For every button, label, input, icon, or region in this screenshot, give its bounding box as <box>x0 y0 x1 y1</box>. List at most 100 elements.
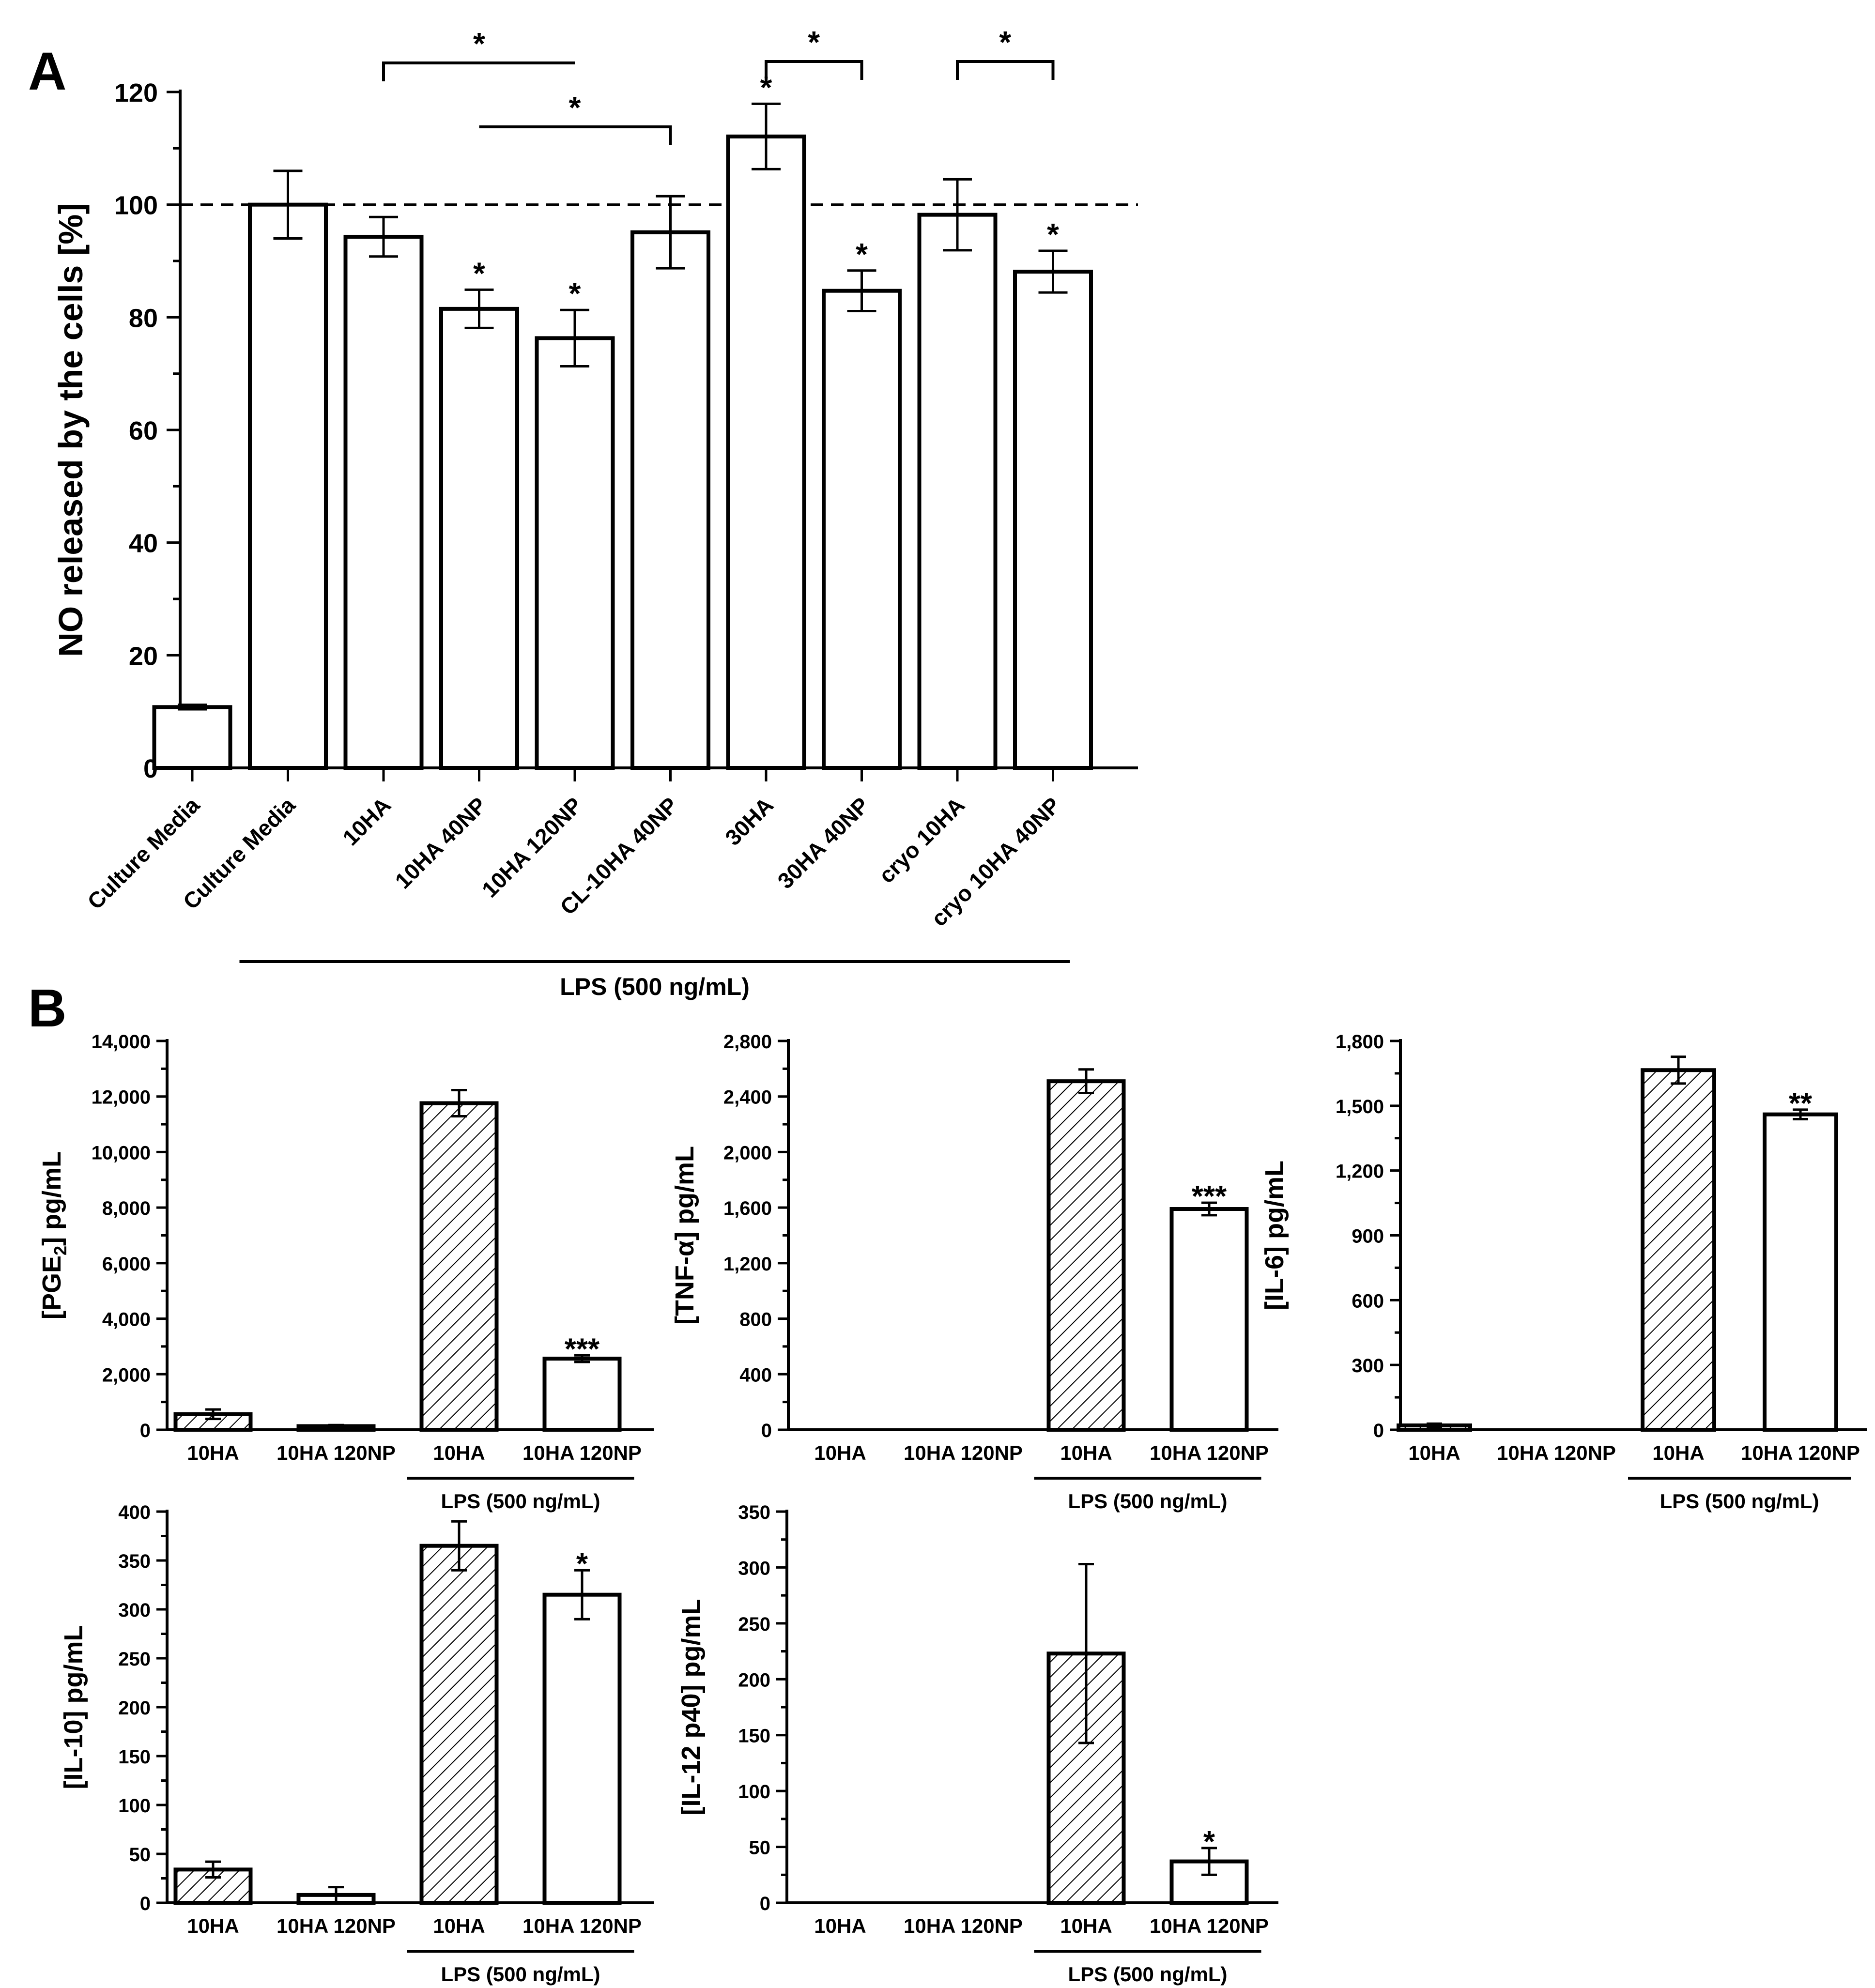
x-tick-label: cryo 10HA <box>874 792 969 888</box>
significance-label: ** <box>1789 1087 1813 1120</box>
error-bar <box>328 1886 344 1904</box>
x-tick-label: 10HA 120NP <box>904 1441 1023 1464</box>
error-bar <box>1201 1847 1217 1876</box>
x-tick-label: 10HA 40NP <box>390 792 491 893</box>
x-tick-label: 30HA <box>720 792 778 850</box>
error-bar <box>273 169 303 240</box>
y-tick-label: 14,000 <box>92 1031 151 1053</box>
x-tick-label: 10HA <box>814 1441 866 1464</box>
bar <box>542 1592 622 1905</box>
lps-group-label: LPS (500 ng/mL) <box>1068 1490 1227 1513</box>
y-tick-label: 400 <box>739 1364 772 1386</box>
chart-il12: 0 50 100 150 200 250 300 350 [IL-12 p40] pg/mL 10… <box>676 1502 1278 1986</box>
significance-label: * <box>856 237 868 272</box>
y-axis-label: [TNF-α] pg/mL <box>670 1146 699 1325</box>
y-tick-label: 20 <box>129 642 158 671</box>
y-tick-label: 0 <box>1373 1420 1384 1441</box>
chart-il10: 0 50 100 150 200 250 300 350 400 [IL-10] pg/mL 10H… <box>59 1502 654 1986</box>
x-tick-label: 10HA 120NP <box>523 1914 642 1937</box>
x-tick-label: 10HA 120NP <box>1150 1914 1269 1937</box>
error-bar <box>451 1089 467 1117</box>
y-tick-label: 300 <box>1352 1355 1384 1376</box>
y-tick-label: 300 <box>738 1558 770 1579</box>
y-tick-label: 50 <box>749 1837 771 1859</box>
significance-label: * <box>576 1547 588 1581</box>
significance-label: * <box>569 276 581 311</box>
x-tick-label: 10HA <box>1652 1441 1704 1464</box>
y-tick-label: 8,000 <box>102 1198 151 1219</box>
lps-group-label: LPS (500 ng/mL) <box>560 973 750 1000</box>
error-bar <box>574 1569 590 1621</box>
y-tick-label: 0 <box>761 1420 772 1441</box>
y-axis-label: [IL-6] pg/mL <box>1260 1161 1289 1310</box>
error-bar <box>1078 1068 1094 1095</box>
y-tick-label: 150 <box>738 1726 770 1747</box>
y-tick-label: 120 <box>114 78 158 107</box>
x-tick-label: 10HA 120NP <box>1150 1441 1269 1464</box>
bar <box>419 1544 499 1905</box>
bar <box>542 1357 622 1432</box>
comparison-label: * <box>569 90 581 125</box>
bar <box>1169 1207 1249 1432</box>
y-tick-label: 800 <box>739 1309 772 1330</box>
bar <box>1763 1112 1838 1432</box>
comparison-label: * <box>473 26 485 61</box>
bar <box>419 1101 499 1432</box>
y-tick-label: 2,400 <box>723 1087 772 1108</box>
y-tick-label: 300 <box>118 1600 151 1621</box>
y-tick-label: 40 <box>129 529 158 558</box>
y-tick-label: 2,000 <box>102 1364 151 1386</box>
y-tick-label: 1,200 <box>723 1254 772 1275</box>
y-tick-label: 60 <box>129 416 158 445</box>
x-tick-label: 10HA 120NP <box>523 1441 642 1464</box>
bar <box>1013 270 1093 770</box>
bar <box>1046 1079 1126 1432</box>
y-tick-label: 0 <box>140 1420 151 1441</box>
comparison-label: * <box>808 25 820 60</box>
lps-group-label: LPS (500 ng/mL) <box>1660 1490 1819 1513</box>
error-bar <box>205 1860 221 1879</box>
error-bar <box>847 269 876 313</box>
x-tick-label: 10HA <box>433 1441 485 1464</box>
significance-label: *** <box>565 1332 600 1366</box>
x-tick-label: 10HA 120NP <box>904 1914 1023 1937</box>
bar <box>343 234 424 770</box>
chart-il6: 0 300 600 900 1,200 1,500 1,800 [IL-6] pg/mL 10H… <box>1260 1031 1867 1513</box>
comparison-bracket <box>382 61 575 81</box>
comparison-bracket <box>956 60 1055 80</box>
y-axis-label: [IL-10] pg/mL <box>59 1625 88 1789</box>
y-tick-label: 2,000 <box>723 1142 772 1163</box>
panel-a-label: A <box>28 42 66 101</box>
x-tick-label: 10HA <box>814 1914 866 1937</box>
y-tick-label: 10,000 <box>92 1142 151 1163</box>
bar <box>439 306 519 770</box>
bar <box>152 705 232 770</box>
comparison-label: * <box>999 25 1011 60</box>
y-tick-label: 0 <box>760 1893 770 1914</box>
x-tick-label: 10HA <box>1060 1914 1112 1937</box>
y-tick-label: 0 <box>140 1893 151 1914</box>
y-axis-label: [PGE2] pg/mL <box>37 1151 70 1319</box>
x-tick-label: 30HA 40NP <box>772 792 874 893</box>
error-bar <box>752 102 781 170</box>
error-bar <box>1038 249 1068 294</box>
panel-b-label: B <box>28 979 66 1038</box>
y-tick-label: 150 <box>118 1746 151 1768</box>
y-tick-label: 600 <box>1352 1290 1384 1312</box>
y-axis-label: [IL-12 p40] pg/mL <box>676 1599 706 1815</box>
x-tick-label: 10HA <box>187 1441 239 1464</box>
x-tick-label: 10HA 120NP <box>1741 1441 1860 1464</box>
y-tick-label: 80 <box>129 304 158 333</box>
error-bar <box>656 195 685 270</box>
y-tick-label: 350 <box>738 1502 770 1523</box>
error-bar <box>1671 1055 1686 1085</box>
y-tick-label: 200 <box>118 1697 151 1719</box>
comparison-bracket <box>765 60 863 80</box>
x-tick-label: 10HA 120NP <box>277 1914 396 1937</box>
y-tick-label: 400 <box>118 1502 151 1523</box>
x-tick-label: 10HA <box>433 1914 485 1937</box>
x-tick-label: 10HA 120NP <box>1497 1441 1616 1464</box>
error-bar <box>1078 1563 1094 1744</box>
